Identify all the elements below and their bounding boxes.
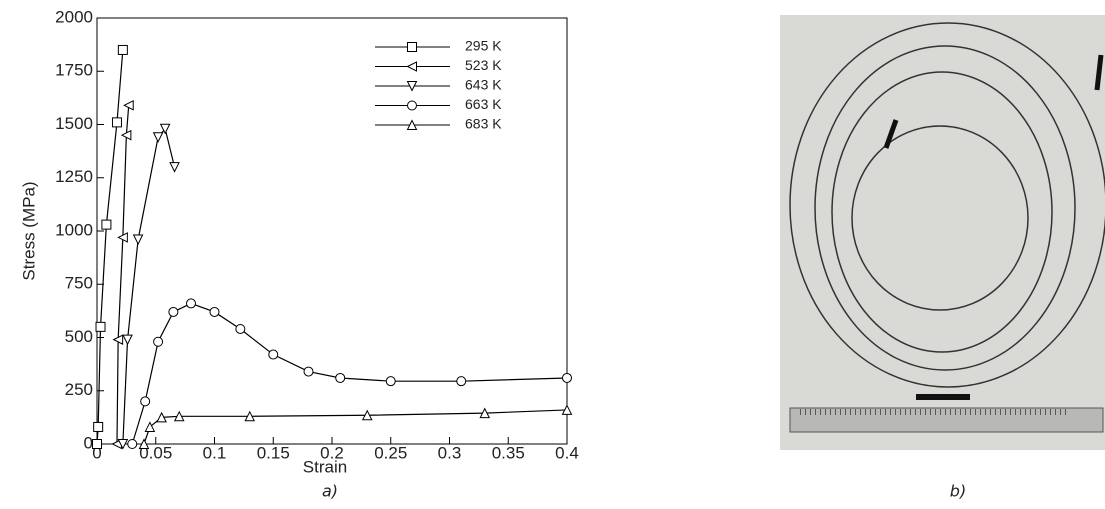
legend-label: 683 K	[465, 116, 502, 132]
marker	[156, 411, 167, 423]
marker	[168, 306, 179, 317]
y-tick-label: 1750	[55, 61, 93, 80]
x-tick-label: 0.4	[555, 443, 579, 462]
marker	[268, 349, 279, 360]
y-axis-label: Stress (MPa)	[19, 181, 38, 280]
legend-label: 643 K	[465, 77, 502, 93]
marker	[456, 376, 467, 387]
x-tick-label: 0.2	[320, 443, 344, 462]
legend-marker	[407, 100, 417, 111]
x-tick-label: 0.35	[492, 443, 525, 462]
ruler	[789, 407, 1104, 433]
marker	[152, 132, 164, 143]
marker	[127, 439, 138, 449]
marker	[479, 407, 491, 419]
marker	[144, 421, 156, 432]
marker	[117, 439, 129, 450]
marker	[153, 336, 164, 347]
marker	[335, 372, 346, 383]
marker	[244, 410, 256, 422]
marker	[361, 409, 373, 421]
scale-bar	[916, 394, 970, 400]
photo	[780, 15, 1105, 450]
photo-background	[780, 15, 1105, 450]
marker	[123, 100, 134, 111]
marker	[120, 129, 132, 141]
legend-label: 295 K	[465, 38, 502, 54]
y-tick-label: 1000	[55, 220, 93, 239]
legend-marker	[406, 81, 418, 92]
y-tick-label: 0	[84, 433, 93, 452]
marker	[303, 366, 314, 377]
marker	[562, 372, 572, 383]
marker	[186, 298, 196, 309]
marker	[385, 376, 396, 387]
x-tick-label: 0	[92, 443, 101, 462]
x-tick-label: 0.3	[438, 443, 462, 462]
y-tick-label: 1250	[55, 167, 93, 186]
y-tick-label: 2000	[55, 7, 93, 26]
series-line	[131, 302, 568, 445]
caption-a: a)	[322, 482, 338, 501]
y-tick-label: 1500	[55, 114, 93, 133]
marker	[209, 306, 220, 317]
marker	[561, 404, 573, 415]
legend-marker	[406, 61, 417, 72]
y-tick-label: 750	[65, 274, 93, 293]
marker	[122, 334, 133, 346]
x-tick-label: 0.15	[257, 443, 290, 462]
coil-middle	[814, 45, 1076, 371]
marker	[101, 219, 112, 230]
marker	[159, 123, 171, 135]
marker	[235, 323, 246, 334]
marker	[169, 162, 180, 173]
wire-end	[883, 119, 899, 149]
marker	[138, 438, 150, 449]
coil-outer	[789, 22, 1105, 388]
marker	[95, 321, 106, 332]
y-tick-label: 250	[65, 380, 93, 399]
x-axis-label: Strain	[303, 457, 347, 476]
series-line	[143, 409, 568, 445]
marker	[93, 421, 104, 432]
series-line	[116, 105, 130, 445]
marker	[173, 410, 185, 422]
wire-end	[1094, 54, 1104, 91]
marker	[132, 234, 144, 246]
caption-b: b)	[950, 482, 966, 501]
marker	[117, 44, 128, 55]
coil-inner	[831, 71, 1053, 353]
marker	[92, 439, 102, 449]
legend-marker	[406, 119, 418, 130]
legend-marker	[407, 42, 417, 52]
series-line	[96, 49, 124, 445]
marker	[112, 334, 124, 345]
series-line	[122, 127, 176, 445]
marker	[140, 396, 151, 407]
coil-innermost	[851, 125, 1029, 311]
x-tick-label: 0.25	[374, 443, 407, 462]
legend-label: 663 K	[465, 96, 502, 112]
x-tick-label: 0.1	[203, 443, 227, 462]
marker	[117, 232, 128, 243]
legend-label: 523 K	[465, 57, 502, 73]
marker	[111, 117, 122, 128]
y-tick-label: 500	[65, 327, 93, 346]
